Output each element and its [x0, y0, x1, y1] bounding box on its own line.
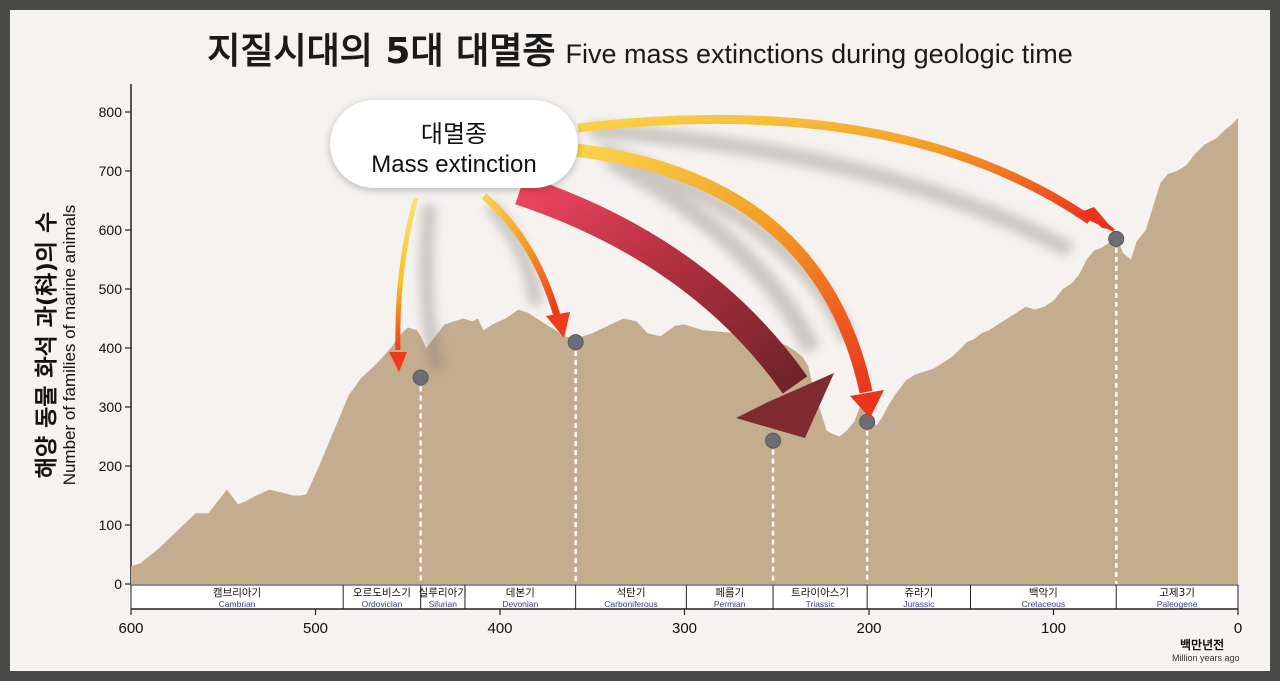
period-label-korean: 데본기 — [506, 587, 535, 599]
arrowhead-1 — [389, 352, 407, 372]
callout-korean: 대멸종 — [420, 120, 488, 148]
arrow-to-extinction-3 — [515, 175, 808, 394]
y-axis-label-english: Number of families of marine animals — [60, 204, 79, 486]
mass-extinction-callout: 대멸종 Mass extinction — [330, 100, 578, 188]
period-label-english: Ordovician — [362, 599, 403, 609]
period-label-english: Paleogene — [1157, 599, 1198, 609]
period-band — [130, 584, 1239, 610]
period-label-korean: 고제3기 — [1159, 587, 1195, 599]
arrow-to-extinction-1 — [395, 197, 419, 351]
extinction-point — [567, 334, 584, 351]
y-tick-label: 300 — [99, 399, 123, 415]
period-label-korean: 오르도비스기 — [353, 587, 411, 599]
marine-families-area — [131, 117, 1238, 585]
x-unit-english: Million years ago — [1172, 653, 1240, 663]
period-label-korean: 백악기 — [1029, 587, 1058, 599]
y-tick-label: 200 — [99, 458, 123, 474]
arrow-to-extinction-2 — [481, 193, 561, 317]
period-label-korean: 페름기 — [715, 587, 744, 599]
y-tick-label: 600 — [99, 222, 123, 238]
period-label-english: Jurassic — [903, 599, 935, 609]
arrowhead-4 — [850, 390, 884, 418]
arrow-to-extinction-4 — [575, 143, 873, 394]
x-tick-label: 0 — [1234, 620, 1242, 637]
x-tick-label: 600 — [118, 620, 143, 637]
y-tick-label: 500 — [99, 281, 123, 297]
period-label-korean: 트라이아스기 — [791, 587, 849, 599]
arrow-to-extinction-5 — [577, 114, 1093, 224]
title-english: Five mass extinctions during geologic ti… — [565, 39, 1073, 69]
y-tick-label: 700 — [99, 163, 123, 179]
period-label-korean: 석탄기 — [617, 587, 646, 599]
arrowhead-3 — [736, 373, 834, 438]
period-label-korean: 캠브리아기 — [213, 587, 261, 599]
period-label-english: Cambrian — [219, 599, 256, 609]
extinction-point — [765, 432, 782, 449]
x-tick-label: 200 — [856, 620, 881, 637]
x-tick-label: 500 — [303, 620, 328, 637]
y-tick-label: 400 — [99, 340, 123, 356]
extinction-point — [412, 369, 429, 386]
period-label-english: Cretaceous — [1022, 599, 1065, 609]
x-unit-korean: 백만년전 — [1180, 638, 1225, 652]
callout-english: Mass extinction — [371, 151, 537, 178]
y-tick-label: 800 — [99, 104, 123, 120]
period-label-english: Carboniferous — [604, 599, 657, 609]
y-tick-label: 100 — [99, 517, 123, 533]
chart-title: 지질시대의 5대 대멸종 Five mass extinctions during… — [0, 22, 1280, 74]
arrowhead-2 — [546, 312, 570, 338]
extinction-point — [859, 413, 876, 430]
period-label-english: Silurian — [429, 599, 458, 609]
period-label-korean: 실루리아기 — [419, 587, 467, 599]
x-tick-label: 100 — [1041, 620, 1066, 637]
extinction-arrows — [389, 114, 1116, 438]
period-label-english: Devonian — [502, 599, 538, 609]
y-tick-label: 0 — [114, 576, 122, 592]
extinction-point — [1108, 230, 1125, 247]
y-axis-label-korean: 해양 동물 화석 과(科)의 수 — [34, 211, 60, 479]
period-label-korean: 쥬라기 — [904, 587, 933, 599]
x-tick-label: 300 — [672, 620, 697, 637]
period-label-english: Permian — [714, 599, 746, 609]
period-label-english: Triassic — [806, 599, 836, 609]
title-korean: 지질시대의 5대 대멸종 — [207, 31, 556, 72]
x-tick-label: 400 — [487, 620, 512, 637]
